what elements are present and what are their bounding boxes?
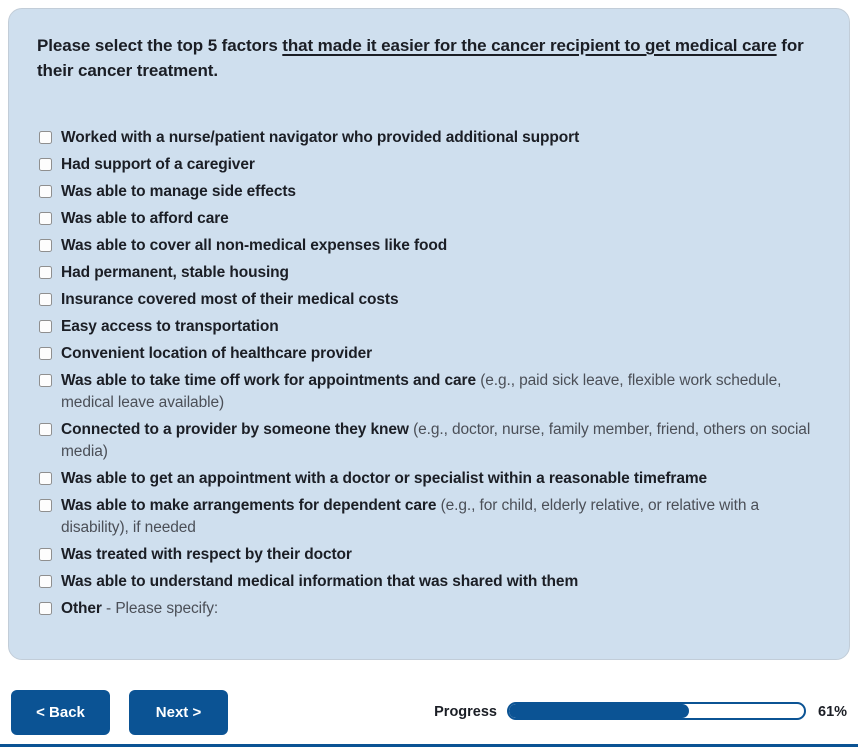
option-label-bold: Had support of a caregiver: [61, 156, 255, 173]
option-label-bold: Other: [61, 600, 102, 617]
option-label-normal: (e.g., for child, elderly relative, or r…: [61, 497, 760, 536]
option-label: Was treated with respect by their doctor: [61, 544, 352, 566]
option-label-bold: Was able to get an appointment with a do…: [61, 470, 708, 487]
question-title-pre: Please select the top 5 factors: [37, 36, 283, 55]
option-label-bold: Was able to afford care: [61, 210, 229, 227]
checkbox[interactable]: [39, 374, 52, 387]
next-button[interactable]: Next >: [129, 690, 228, 735]
option-label: Was able to make arrangements for depend…: [61, 495, 821, 539]
checkbox-option-connected-to-provider[interactable]: Connected to a provider by someone they …: [37, 419, 821, 463]
checkbox[interactable]: [39, 185, 52, 198]
checkbox[interactable]: [39, 266, 52, 279]
question-title-post: for their cancer treatment.: [37, 36, 804, 80]
option-label-bold: Was able to cover all non-medical expens…: [61, 237, 448, 254]
option-label-bold: Had permanent, stable housing: [61, 264, 289, 281]
checkbox-option-afford-care[interactable]: Was able to afford care: [37, 208, 821, 230]
question-panel: Please select the top 5 factors that mad…: [8, 8, 850, 660]
progress-percent: 61%: [818, 704, 848, 720]
option-label: Other - Please specify:: [61, 598, 218, 620]
option-label: Worked with a nurse/patient navigator wh…: [61, 127, 579, 149]
option-label-bold: Was able to make arrangements for depend…: [61, 497, 437, 514]
checkbox-option-caregiver-support[interactable]: Had support of a caregiver: [37, 154, 821, 176]
option-label-normal: (e.g., doctor, nurse, family member, fri…: [61, 421, 811, 460]
checkbox-option-time-off-work[interactable]: Was able to take time off work for appoi…: [37, 370, 821, 414]
question-title: Please select the top 5 factors that mad…: [37, 33, 821, 83]
option-label-bold: Worked with a nurse/patient navigator wh…: [61, 129, 580, 146]
progress-fill: [509, 704, 689, 718]
option-label: Easy access to transportation: [61, 316, 279, 338]
option-label-normal: (e.g., paid sick leave, flexible work sc…: [61, 372, 782, 411]
option-label: Convenient location of healthcare provid…: [61, 343, 372, 365]
back-button[interactable]: < Back: [11, 690, 110, 735]
question-title-underlined: that made it easier for the cancer recip…: [282, 36, 777, 55]
checkbox[interactable]: [39, 131, 52, 144]
option-label-bold: Was treated with respect by their doctor: [61, 546, 352, 563]
option-label: Was able to manage side effects: [61, 181, 296, 203]
checkbox[interactable]: [39, 499, 52, 512]
option-label-bold: Convenient location of healthcare provid…: [61, 345, 373, 362]
checkbox[interactable]: [39, 212, 52, 225]
checkbox-option-understand-medical-info[interactable]: Was able to understand medical informati…: [37, 571, 821, 593]
progress-label: Progress: [434, 704, 497, 720]
option-label: Had permanent, stable housing: [61, 262, 289, 284]
checkbox[interactable]: [39, 472, 52, 485]
option-label: Was able to get an appointment with a do…: [61, 468, 707, 490]
option-label-bold: Easy access to transportation: [61, 318, 279, 335]
option-label-bold: Was able to understand medical informati…: [61, 573, 579, 590]
option-label: Connected to a provider by someone they …: [61, 419, 821, 463]
checkbox-option-nurse-navigator[interactable]: Worked with a nurse/patient navigator wh…: [37, 127, 821, 149]
option-label: Was able to take time off work for appoi…: [61, 370, 821, 414]
checkbox[interactable]: [39, 575, 52, 588]
checkbox-option-stable-housing[interactable]: Had permanent, stable housing: [37, 262, 821, 284]
option-label: Was able to afford care: [61, 208, 229, 230]
option-label-bold: Was able to manage side effects: [61, 183, 296, 200]
checkbox-option-convenient-location[interactable]: Convenient location of healthcare provid…: [37, 343, 821, 365]
checkbox-option-transportation-access[interactable]: Easy access to transportation: [37, 316, 821, 338]
option-label: Had support of a caregiver: [61, 154, 255, 176]
option-label: Was able to understand medical informati…: [61, 571, 578, 593]
checkbox[interactable]: [39, 239, 52, 252]
checkbox[interactable]: [39, 423, 52, 436]
checkbox-option-cover-nonmedical-expenses[interactable]: Was able to cover all non-medical expens…: [37, 235, 821, 257]
checkbox-option-dependent-care[interactable]: Was able to make arrangements for depend…: [37, 495, 821, 539]
checkbox-option-treated-with-respect[interactable]: Was treated with respect by their doctor: [37, 544, 821, 566]
option-label-bold: Was able to take time off work for appoi…: [61, 372, 476, 389]
checkbox-option-other[interactable]: Other - Please specify:: [37, 598, 821, 620]
checkbox[interactable]: [39, 602, 52, 615]
checkbox[interactable]: [39, 293, 52, 306]
option-label: Was able to cover all non-medical expens…: [61, 235, 447, 257]
factors-checklist: Worked with a nurse/patient navigator wh…: [37, 127, 821, 620]
option-label-bold: Connected to a provider by someone they …: [61, 421, 409, 438]
checkbox[interactable]: [39, 320, 52, 333]
checkbox-option-manage-side-effects[interactable]: Was able to manage side effects: [37, 181, 821, 203]
checkbox[interactable]: [39, 548, 52, 561]
checkbox[interactable]: [39, 158, 52, 171]
bottom-accent-bar: [0, 744, 858, 747]
option-label-normal: - Please specify:: [101, 600, 219, 617]
checkbox[interactable]: [39, 347, 52, 360]
progress-bar: [507, 702, 806, 720]
option-label-bold: Insurance covered most of their medical …: [61, 291, 399, 308]
checkbox-option-insurance-covered[interactable]: Insurance covered most of their medical …: [37, 289, 821, 311]
option-label: Insurance covered most of their medical …: [61, 289, 399, 311]
checkbox-option-timely-appointment[interactable]: Was able to get an appointment with a do…: [37, 468, 821, 490]
